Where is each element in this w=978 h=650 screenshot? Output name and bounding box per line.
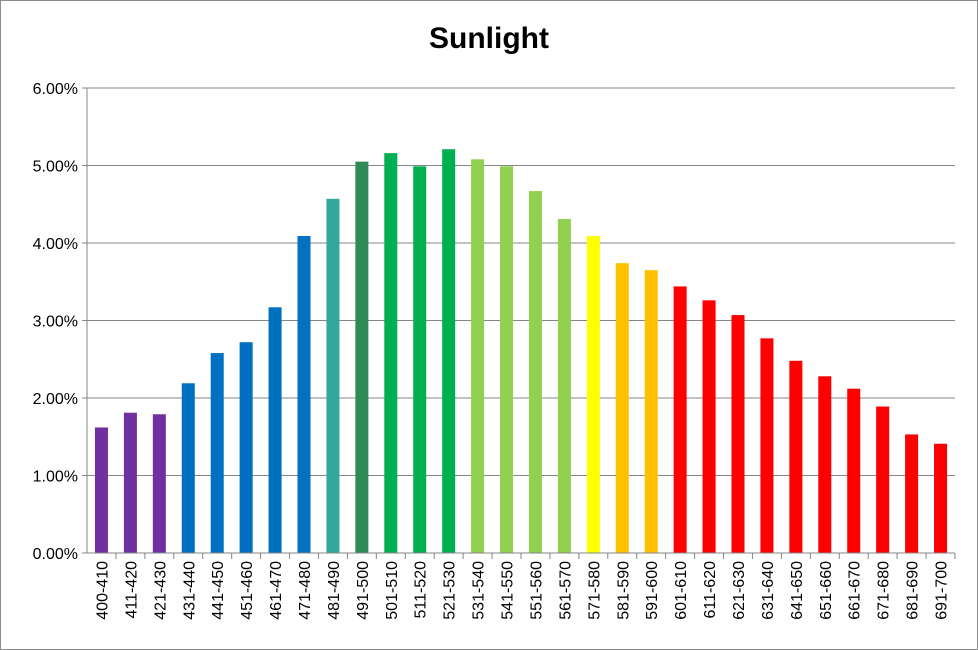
y-tick-label: 1.00%: [33, 469, 78, 486]
x-tick-label: 551-560: [528, 561, 545, 620]
x-tick-label: 661-670: [847, 561, 864, 620]
x-tick-label: 461-470: [268, 561, 285, 620]
chart-title: Sunlight: [429, 22, 549, 55]
bar: [297, 236, 311, 553]
x-tick-label: 411-420: [123, 561, 140, 619]
bar: [673, 286, 687, 553]
x-tick-label: 651-660: [818, 561, 835, 620]
x-tick-label: 671-680: [876, 561, 893, 620]
y-tick-label: 0.00%: [33, 546, 78, 563]
bar: [615, 263, 629, 553]
x-tick-label: 531-540: [471, 561, 488, 620]
y-tick-label: 3.00%: [33, 314, 78, 331]
x-tick-label: 691-700: [934, 561, 951, 620]
bar: [731, 315, 745, 553]
bar: [586, 236, 600, 553]
bar: [557, 218, 571, 553]
x-tick-label: 641-650: [789, 561, 806, 620]
bar: [905, 434, 919, 553]
x-tick-label: 631-640: [760, 561, 777, 620]
bar: [94, 427, 108, 553]
x-tick-label: 611-620: [702, 561, 719, 619]
bar: [471, 159, 485, 554]
x-tick-label: 441-450: [210, 561, 227, 620]
x-axis-ticks: 400-410 411-420 421-430 431-440 441-450 451-4…: [94, 553, 956, 620]
bar: [384, 153, 398, 553]
bar: [355, 161, 369, 553]
x-tick-label: 541-550: [500, 561, 517, 620]
x-tick-label: 491-500: [355, 561, 372, 620]
gridlines: [87, 87, 955, 476]
bar: [818, 376, 832, 553]
x-tick-label: 471-480: [297, 561, 314, 620]
x-tick-label: 581-590: [615, 561, 632, 620]
bars: [94, 149, 948, 554]
x-tick-label: 431-440: [181, 561, 198, 620]
x-tick-label: 521-530: [442, 561, 459, 620]
bar: [123, 412, 137, 553]
bar: [442, 149, 456, 553]
bar: [239, 342, 253, 553]
bar: [528, 191, 542, 553]
bar: [413, 166, 427, 553]
x-tick-label: 481-490: [326, 561, 343, 620]
x-tick-label: 511-520: [413, 561, 430, 619]
y-axis-ticks: 0.00% 1.00% 2.00% 3.00% 4.00% 5.00% 6.00%: [33, 81, 87, 563]
bar: [934, 443, 948, 553]
x-tick-label: 591-600: [644, 561, 661, 620]
bar: [876, 406, 890, 553]
bar: [268, 307, 282, 553]
x-tick-label: 601-610: [673, 561, 690, 620]
y-tick-label: 5.00%: [33, 159, 78, 176]
x-tick-label: 421-430: [152, 561, 169, 620]
x-tick-label: 561-570: [557, 561, 574, 620]
y-tick-label: 2.00%: [33, 391, 78, 408]
y-tick-label: 4.00%: [33, 236, 78, 253]
bar: [210, 353, 224, 553]
bar: [500, 166, 514, 553]
x-tick-label: 681-690: [905, 561, 922, 620]
x-tick-label: 571-580: [586, 561, 603, 620]
bar: [152, 414, 166, 553]
bar: [326, 198, 340, 553]
y-tick-label: 6.00%: [33, 81, 78, 98]
bar: [789, 360, 803, 553]
bar: [644, 270, 658, 553]
bar: [847, 388, 861, 553]
x-tick-label: 400-410: [94, 561, 111, 620]
x-tick-label: 451-460: [239, 561, 256, 620]
bar: [760, 338, 774, 553]
x-tick-label: 621-630: [731, 561, 748, 620]
bar: [181, 383, 195, 553]
x-tick-label: 501-510: [384, 561, 401, 620]
bar: [702, 300, 716, 553]
